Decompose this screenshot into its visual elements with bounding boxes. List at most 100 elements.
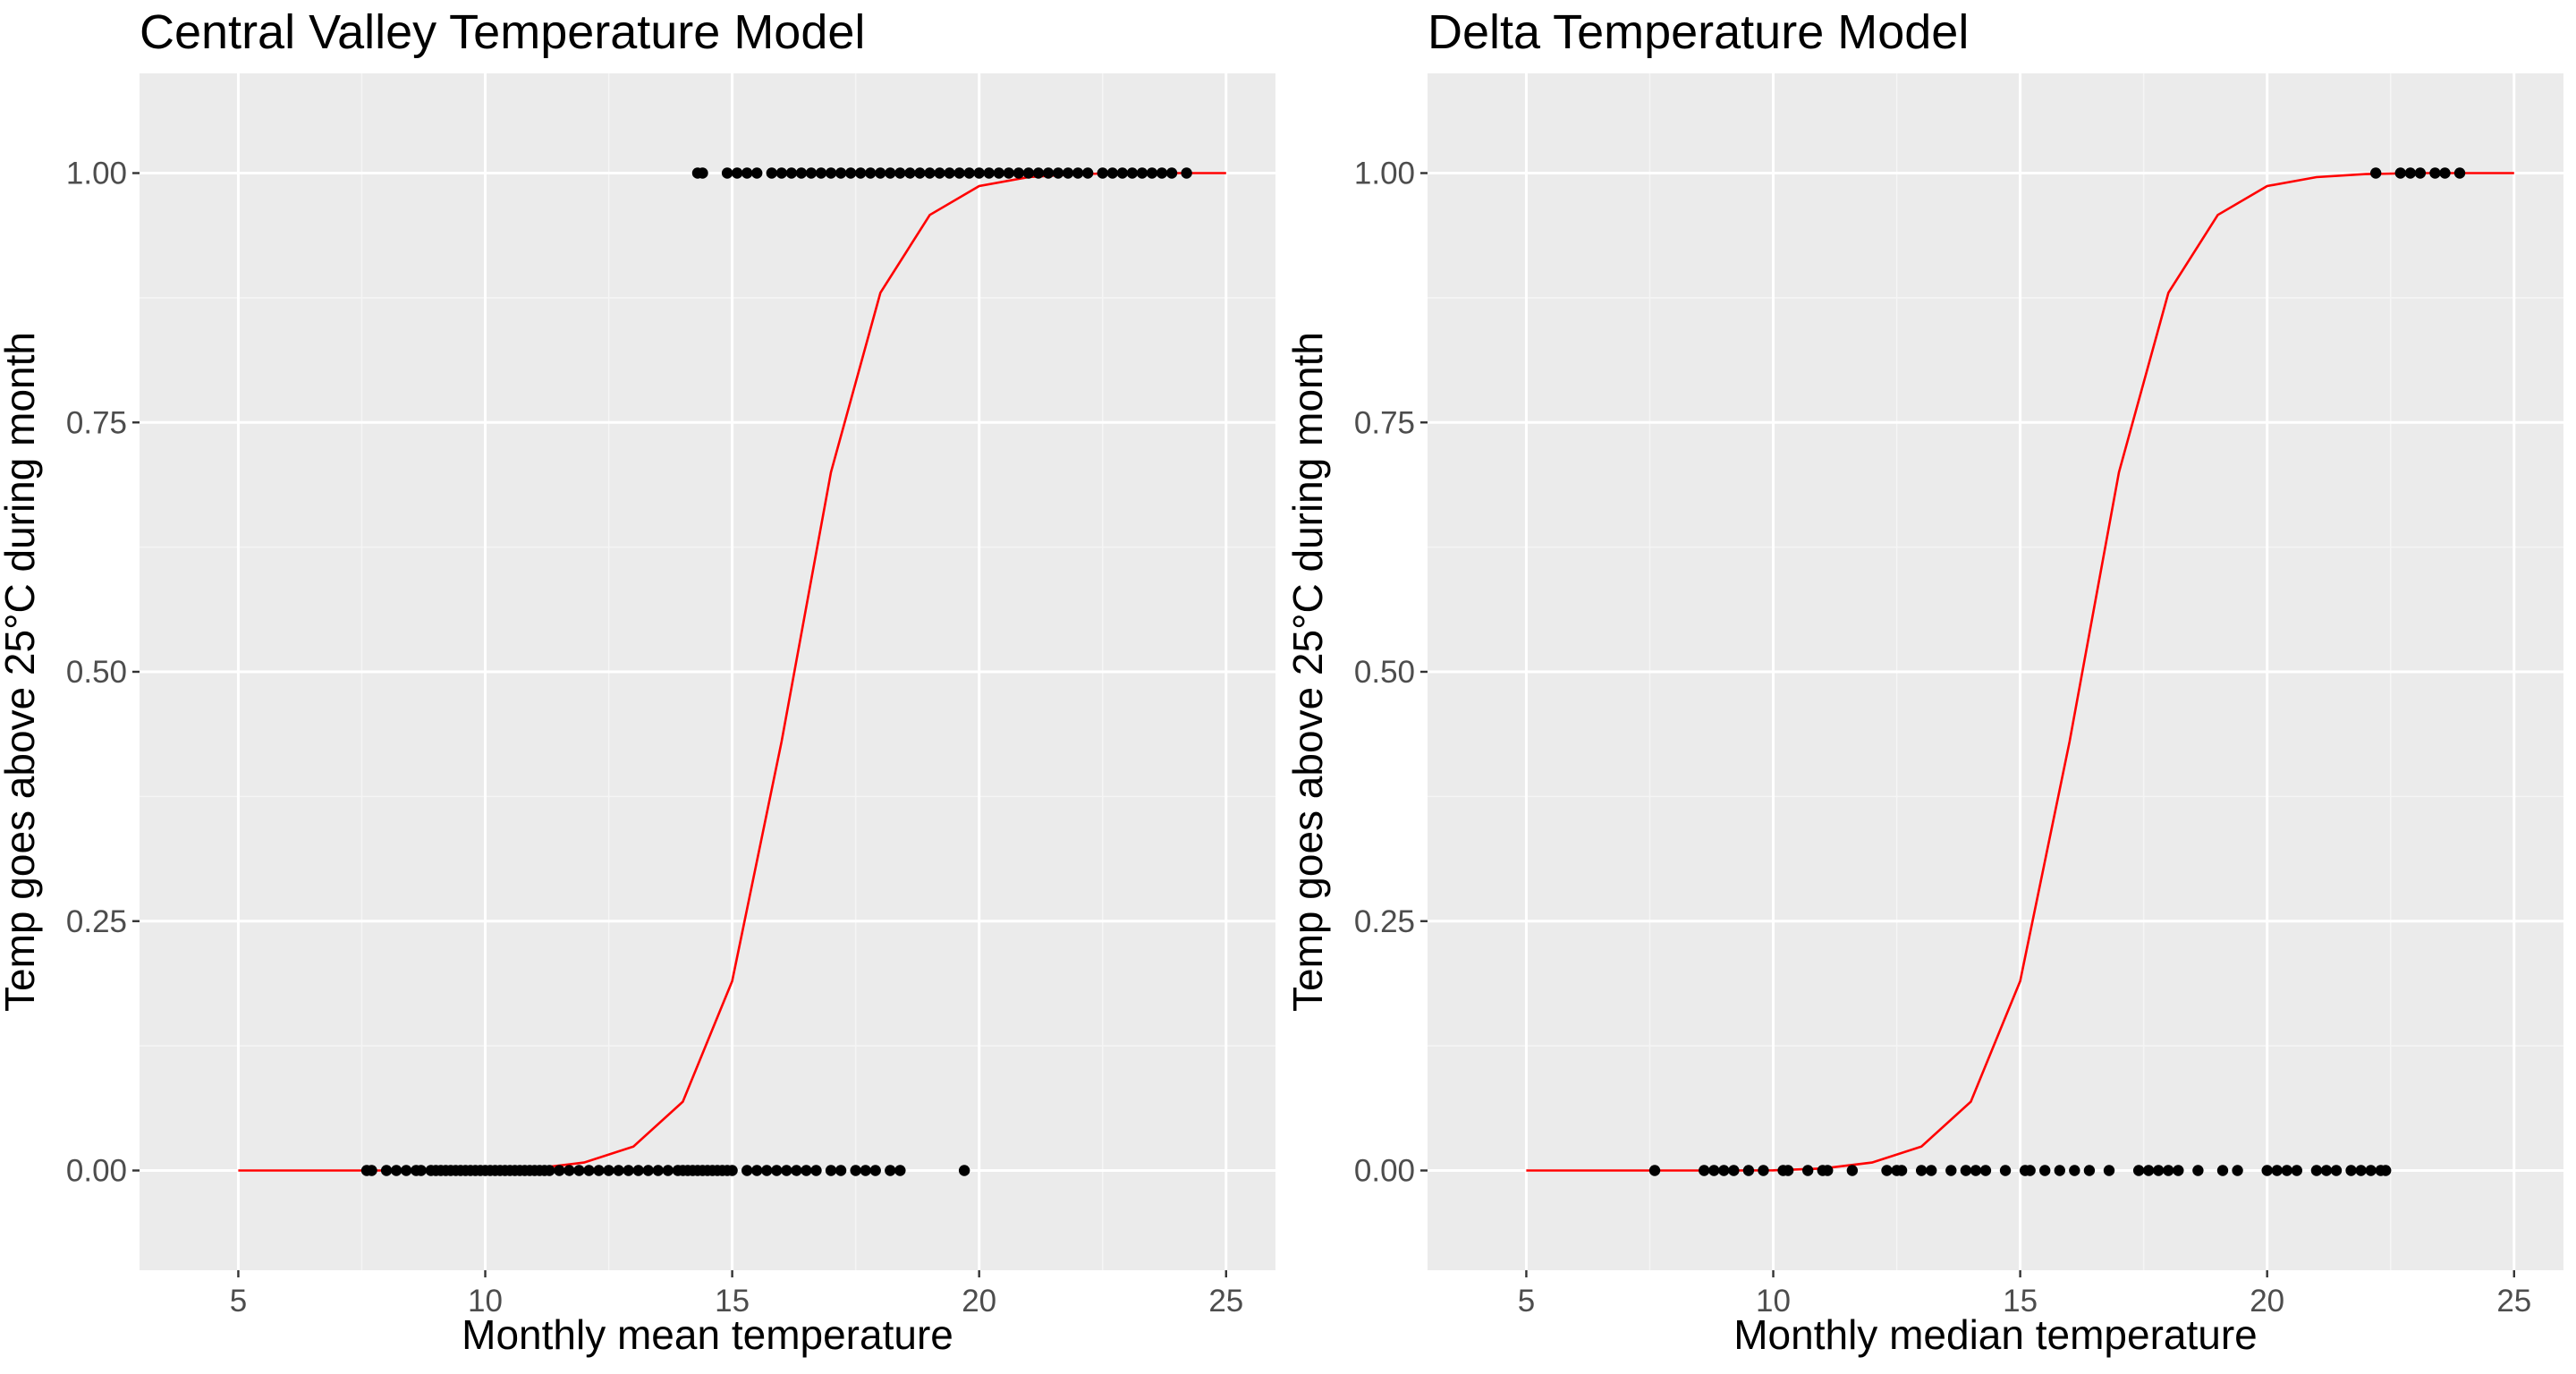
data-point xyxy=(2404,167,2417,179)
data-point xyxy=(662,1165,674,1176)
data-point xyxy=(795,167,808,179)
data-point xyxy=(894,1165,906,1176)
data-point xyxy=(1718,1165,1730,1176)
data-point xyxy=(1165,167,1178,179)
x-tick-label: 20 xyxy=(2250,1284,2284,1319)
data-point xyxy=(844,167,857,179)
data-point xyxy=(904,167,916,179)
data-point xyxy=(1979,1165,1992,1176)
data-point xyxy=(2345,1165,2357,1176)
data-point xyxy=(958,1165,970,1176)
x-axis-ticks: 5 10 15 20 25 xyxy=(1518,1270,2531,1319)
data-point xyxy=(2103,1165,2115,1176)
data-point xyxy=(2069,1165,2080,1176)
data-point xyxy=(613,1165,624,1176)
data-point xyxy=(810,1165,822,1176)
data-point xyxy=(924,167,936,179)
data-point xyxy=(1915,1165,1928,1176)
observation-points xyxy=(1648,167,2466,1176)
data-point xyxy=(390,1165,402,1176)
data-point xyxy=(2429,167,2441,179)
data-point xyxy=(869,1165,881,1176)
data-point xyxy=(741,167,753,179)
data-point xyxy=(1126,167,1139,179)
data-point xyxy=(1708,1165,1720,1176)
data-point xyxy=(2439,167,2451,179)
data-point xyxy=(2261,1165,2273,1176)
data-point xyxy=(2054,1165,2065,1176)
delta-panel: Delta Temperature Model 0.00 0.25 0.50 0.75… xyxy=(1284,5,2563,1358)
chart-title: Delta Temperature Model xyxy=(1428,5,1969,59)
data-point xyxy=(1699,1165,1710,1176)
data-point xyxy=(1136,167,1148,179)
central-valley-panel: Central Valley Temperature Model 0.00 0.2… xyxy=(0,5,1275,1358)
y-tick-label: 0.00 xyxy=(1354,1154,1415,1189)
data-point xyxy=(1146,167,1158,179)
y-tick-label: 0.50 xyxy=(1354,655,1415,690)
data-point xyxy=(2153,1165,2165,1176)
data-point xyxy=(2369,167,2382,179)
data-point xyxy=(2330,1165,2343,1176)
data-point xyxy=(544,1165,555,1176)
data-point xyxy=(805,167,818,179)
data-point xyxy=(2173,1165,2184,1176)
chart-title: Central Valley Temperature Model xyxy=(140,5,865,59)
data-point xyxy=(865,167,877,179)
observation-points xyxy=(360,167,1192,1176)
data-point xyxy=(850,1165,861,1176)
data-point xyxy=(632,1165,644,1176)
data-point xyxy=(1081,167,1094,179)
data-point xyxy=(642,1165,654,1176)
model-curve-layer xyxy=(1526,172,2514,1172)
data-point xyxy=(1728,1165,1740,1176)
data-point xyxy=(1945,1165,1957,1176)
data-point xyxy=(2083,1165,2096,1176)
y-tick-label: 0.25 xyxy=(1354,904,1415,939)
data-point xyxy=(1042,167,1055,179)
data-point xyxy=(791,1165,802,1176)
data-point xyxy=(554,1165,565,1176)
x-axis-title: Monthly median temperature xyxy=(1733,1311,2258,1358)
data-point xyxy=(603,1165,614,1176)
data-point xyxy=(741,1165,753,1176)
data-point xyxy=(785,167,798,179)
data-point xyxy=(771,1165,783,1176)
y-tick-label: 0.00 xyxy=(66,1154,127,1189)
data-point xyxy=(775,167,788,179)
data-point xyxy=(1801,1165,1814,1176)
x-tick-label: 5 xyxy=(1518,1284,1535,1319)
data-point xyxy=(875,167,886,179)
data-point xyxy=(835,1165,847,1176)
x-tick-label: 10 xyxy=(1756,1284,1791,1319)
data-point xyxy=(825,1165,837,1176)
x-tick-label: 5 xyxy=(230,1284,247,1319)
y-tick-label: 0.75 xyxy=(66,405,127,440)
data-point xyxy=(2310,1165,2323,1176)
data-point xyxy=(885,167,896,179)
data-point xyxy=(973,167,985,179)
data-point xyxy=(1822,1165,1834,1176)
data-point xyxy=(934,167,945,179)
x-axis-ticks: 5 10 15 20 25 xyxy=(230,1270,1243,1319)
data-point xyxy=(2355,1165,2367,1176)
data-point xyxy=(726,1165,738,1176)
y-axis-ticks: 0.00 0.25 0.50 0.75 1.00 xyxy=(66,157,140,1189)
data-point xyxy=(1062,167,1074,179)
data-point xyxy=(564,1165,575,1176)
data-point xyxy=(801,1165,812,1176)
data-point xyxy=(854,167,867,179)
data-point xyxy=(2232,1165,2243,1176)
data-point xyxy=(815,167,827,179)
data-point xyxy=(721,167,733,179)
data-point xyxy=(1013,167,1025,179)
data-point xyxy=(2320,1165,2333,1176)
data-point xyxy=(2192,1165,2204,1176)
data-point xyxy=(400,1165,412,1176)
data-point xyxy=(1970,1165,1982,1176)
model-curve-line xyxy=(1526,172,2514,1172)
x-axis-title: Monthly mean temperature xyxy=(462,1311,953,1358)
data-point xyxy=(2039,1165,2051,1176)
data-point xyxy=(2142,1165,2155,1176)
data-point xyxy=(1022,167,1035,179)
